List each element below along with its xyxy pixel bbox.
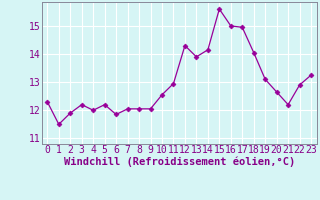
X-axis label: Windchill (Refroidissement éolien,°C): Windchill (Refroidissement éolien,°C) (64, 157, 295, 167)
